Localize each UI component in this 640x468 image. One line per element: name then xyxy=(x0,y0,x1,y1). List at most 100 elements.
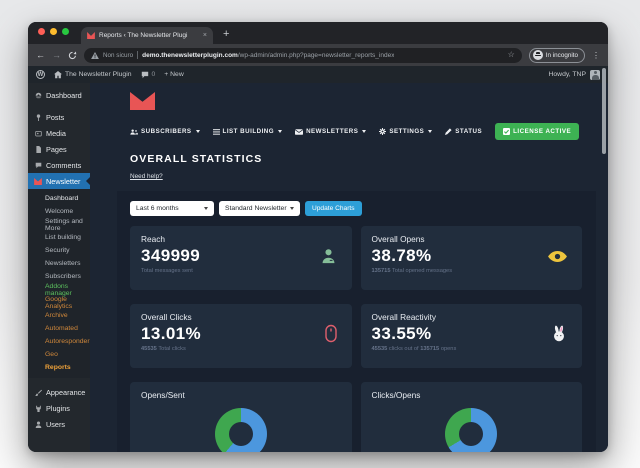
forward-icon[interactable]: → xyxy=(52,49,61,60)
chevron-down-icon xyxy=(204,207,208,210)
sidebar-item-dashboard[interactable]: Dashboard xyxy=(28,87,90,103)
incognito-label: In incognito xyxy=(545,51,578,59)
chart-title: Opens/Sent xyxy=(141,390,185,400)
submenu-item-dashboard[interactable]: Dashboard xyxy=(45,195,79,202)
need-help-link[interactable]: Need help? xyxy=(130,173,163,180)
newsletter-plugin-logo xyxy=(130,92,155,110)
nav-status[interactable]: STATUS xyxy=(445,128,482,135)
envelope-icon xyxy=(295,128,304,135)
appearance-brush-icon xyxy=(34,389,42,396)
page-scrollbar[interactable] xyxy=(602,68,606,154)
newsletter-submenu: Dashboard Welcome Settings and More List… xyxy=(28,189,90,378)
submenu-item-subscribers[interactable]: Subscribers xyxy=(45,273,81,280)
chevron-down-icon xyxy=(290,207,294,210)
submenu-item-newsletters[interactable]: Newsletters xyxy=(45,260,81,267)
submenu-item-geo[interactable]: Geo xyxy=(45,351,58,358)
chevron-down-icon xyxy=(195,130,200,133)
close-window-button[interactable] xyxy=(38,27,45,35)
license-active-button[interactable]: LICENSE ACTIVE xyxy=(495,123,580,140)
sidebar-item-posts[interactable]: Posts xyxy=(28,109,90,125)
admin-bar-new-button[interactable]: + New xyxy=(164,71,183,78)
admin-bar-account[interactable]: Howdy, TNP xyxy=(548,69,600,80)
newsletter-favicon-icon xyxy=(87,32,95,39)
nav-settings[interactable]: SETTINGS xyxy=(379,128,433,135)
sidebar-item-newsletter[interactable]: Newsletter xyxy=(28,173,90,189)
submenu-item-welcome[interactable]: Welcome xyxy=(45,208,74,215)
sidebar-item-pages[interactable]: Pages xyxy=(28,141,90,157)
submenu-item-addons-manager[interactable]: Addons manager xyxy=(45,282,72,297)
card-value: 13.01% xyxy=(141,324,202,343)
admin-bar-comments[interactable]: 0 xyxy=(141,71,155,79)
not-secure-label[interactable]: Non sicuro xyxy=(103,51,134,59)
nav-label: NEWSLETTERS xyxy=(306,128,359,135)
submenu-item-list-building[interactable]: List building xyxy=(45,234,81,241)
nav-subscribers[interactable]: SUBSCRIBERS xyxy=(130,128,200,135)
card-caption: Total messages sent xyxy=(141,268,193,274)
submenu-item-settings-and-more[interactable]: Settings and More xyxy=(45,217,83,232)
page-url: demo.thenewsletterplugin.com/wp-admin/ad… xyxy=(142,52,394,59)
submenu-item-autoresponder[interactable]: Autoresponder xyxy=(45,338,90,345)
chevron-down-icon xyxy=(428,130,433,133)
list-icon xyxy=(212,128,220,135)
bookmark-star-icon[interactable]: ☆ xyxy=(507,50,515,59)
address-bar[interactable]: Non sicuro demo.thenewsletterplugin.com/… xyxy=(84,47,522,63)
eye-icon xyxy=(548,249,567,267)
plugin-nav: SUBSCRIBERS LIST BUILDING NEWSLETTERS SE… xyxy=(130,123,582,140)
reload-icon[interactable] xyxy=(68,51,77,60)
reach-card: Reach 349999 Total messages sent xyxy=(130,226,352,290)
sidebar-label: Appearance xyxy=(46,387,86,397)
license-label: LICENSE ACTIVE xyxy=(513,128,572,135)
people-icon xyxy=(130,128,138,135)
sidebar-item-appearance[interactable]: Appearance xyxy=(28,384,90,400)
filter-row: Last 6 months Standard Newsletter Update… xyxy=(130,201,582,216)
zoom-window-button[interactable] xyxy=(62,27,69,35)
new-tab-button[interactable]: + xyxy=(223,28,230,40)
rabbit-icon xyxy=(551,325,567,347)
clicks-opens-chart-card: Clicks/Opens xyxy=(360,382,582,452)
sidebar-label: Comments xyxy=(46,160,82,170)
period-value: Last 6 months xyxy=(136,205,179,212)
card-title: Overall Clicks xyxy=(141,312,192,322)
opens-sent-donut-chart xyxy=(214,408,267,452)
minimize-window-button[interactable] xyxy=(50,27,57,35)
nav-list-building[interactable]: LIST BUILDING xyxy=(212,128,283,135)
chevron-down-icon xyxy=(362,130,367,133)
site-name: The Newsletter Plugin xyxy=(65,71,132,78)
nav-newsletters[interactable]: NEWSLETTERS xyxy=(295,128,367,135)
sidebar-item-media[interactable]: Media xyxy=(28,125,90,141)
incognito-icon xyxy=(532,50,543,60)
sidebar-item-comments[interactable]: Comments xyxy=(28,157,90,173)
sidebar-item-plugins[interactable]: Plugins xyxy=(28,400,90,416)
card-value: 38.78% xyxy=(371,246,432,265)
sidebar-label: Pages xyxy=(46,144,67,154)
newsletter-m-icon xyxy=(34,177,42,185)
submenu-item-automated[interactable]: Automated xyxy=(45,325,78,332)
browser-window: Reports ‹ The Newsletter Plugi × + ← → N… xyxy=(28,22,608,452)
submenu-item-google-analytics[interactable]: Google Analytics xyxy=(45,295,73,310)
newsletter-type-select[interactable]: Standard Newsletter xyxy=(219,201,300,216)
sidebar-item-users[interactable]: Users xyxy=(28,416,90,432)
tab-close-icon[interactable]: × xyxy=(202,32,207,39)
browser-tab[interactable]: Reports ‹ The Newsletter Plugi × xyxy=(81,27,213,44)
media-icon xyxy=(34,130,42,137)
nav-label: LIST BUILDING xyxy=(222,128,275,135)
wordpress-logo-icon[interactable]: W xyxy=(36,70,45,79)
stats-panel: Last 6 months Standard Newsletter Update… xyxy=(117,191,596,452)
card-caption: 45535 clicks out of 135715 opens xyxy=(372,346,572,352)
submenu-item-security[interactable]: Security xyxy=(45,247,70,254)
user-icon xyxy=(34,421,42,428)
card-title: Overall Opens xyxy=(371,234,425,244)
submenu-item-reports[interactable]: Reports xyxy=(45,364,71,371)
caption-number: 135715 xyxy=(420,346,440,352)
period-select[interactable]: Last 6 months xyxy=(130,201,214,216)
caption-text: Total clicks xyxy=(158,346,186,352)
reports-page: SUBSCRIBERS LIST BUILDING NEWSLETTERS SE… xyxy=(90,83,608,452)
admin-bar-site-link[interactable]: The Newsletter Plugin xyxy=(54,70,132,79)
submenu-item-archive[interactable]: Archive xyxy=(45,312,68,319)
card-value: 349999 xyxy=(141,246,201,265)
card-value: 33.55% xyxy=(371,324,432,343)
user-avatar xyxy=(590,69,600,80)
update-charts-button[interactable]: Update Charts xyxy=(305,201,362,216)
browser-menu-icon[interactable]: ⋮ xyxy=(592,50,600,60)
back-icon[interactable]: ← xyxy=(36,49,45,60)
